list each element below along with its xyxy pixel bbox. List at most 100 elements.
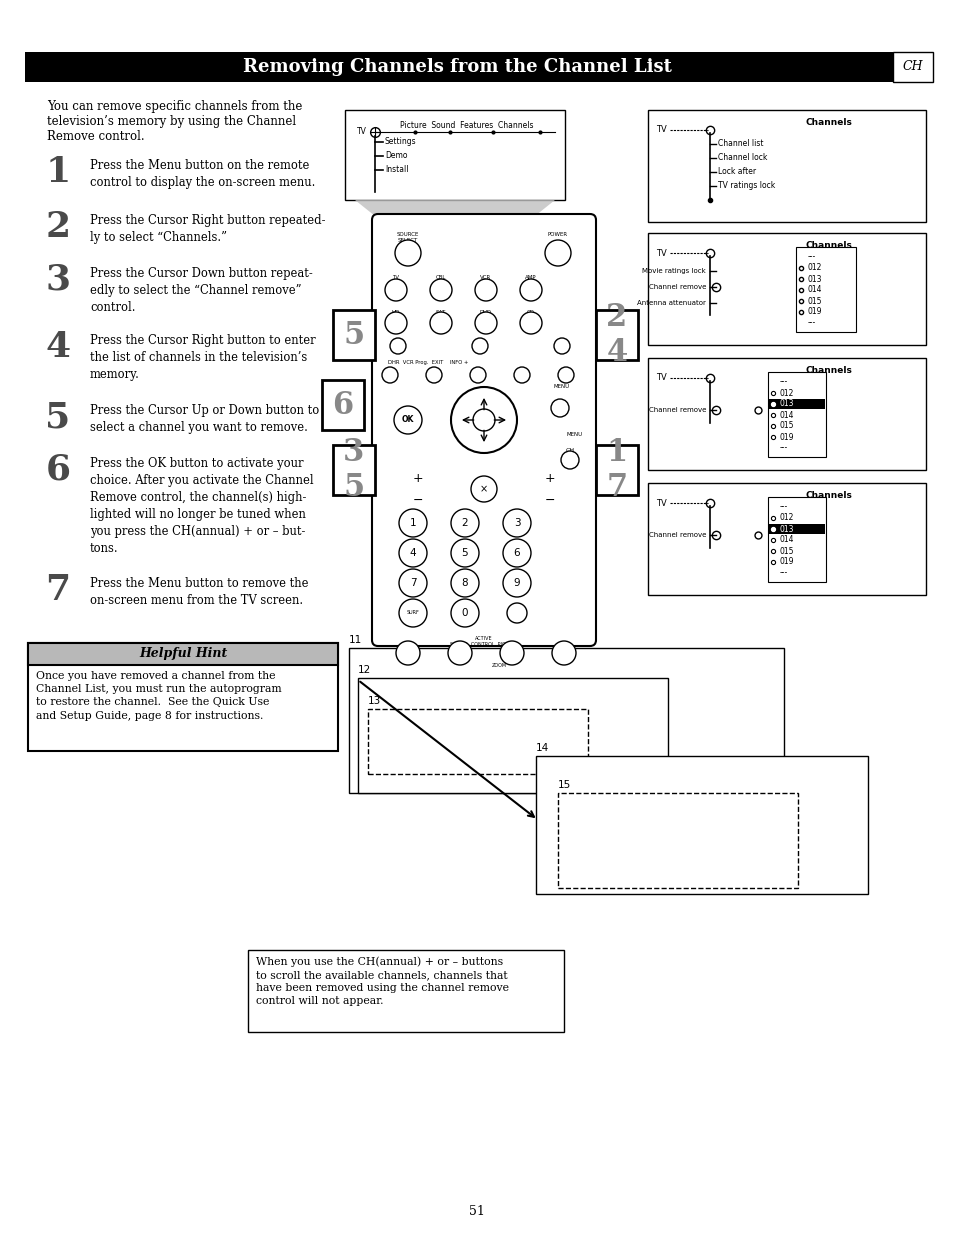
Text: 015: 015 xyxy=(780,547,794,556)
Circle shape xyxy=(430,279,452,301)
Text: 51: 51 xyxy=(469,1205,484,1218)
Bar xyxy=(768,524,824,534)
Bar xyxy=(345,110,564,200)
Bar xyxy=(767,372,825,457)
Text: 019: 019 xyxy=(807,308,821,316)
Text: Channel lock: Channel lock xyxy=(718,153,766,163)
Circle shape xyxy=(473,409,495,431)
Circle shape xyxy=(514,367,530,383)
Text: TV: TV xyxy=(656,126,666,135)
Text: TV ratings lock: TV ratings lock xyxy=(718,182,775,190)
Circle shape xyxy=(552,641,576,664)
Text: 7: 7 xyxy=(409,578,416,588)
Circle shape xyxy=(426,367,441,383)
Text: Press the Menu button on the remote
control to display the on-screen menu.: Press the Menu button on the remote cont… xyxy=(90,159,315,189)
Text: 6: 6 xyxy=(513,548,519,558)
Circle shape xyxy=(451,599,478,627)
Bar xyxy=(322,380,364,430)
Text: VCR: VCR xyxy=(480,275,491,280)
Text: 12: 12 xyxy=(357,664,371,676)
Text: Channels: Channels xyxy=(804,366,851,375)
Text: 9: 9 xyxy=(513,578,519,588)
Text: Movie ratings lock: Movie ratings lock xyxy=(641,268,705,274)
Circle shape xyxy=(472,338,488,354)
Circle shape xyxy=(519,312,541,333)
Text: TV: TV xyxy=(392,275,399,280)
Circle shape xyxy=(554,338,569,354)
Text: 012: 012 xyxy=(780,514,794,522)
Text: Helpful Hint: Helpful Hint xyxy=(139,647,227,661)
Text: Once you have removed a channel from the
Channel List, you must run the autoprog: Once you have removed a channel from the… xyxy=(36,671,281,720)
Circle shape xyxy=(502,538,531,567)
Text: Channel remove: Channel remove xyxy=(648,284,705,290)
Bar xyxy=(368,709,587,774)
Text: CH: CH xyxy=(902,61,923,74)
Text: 2: 2 xyxy=(461,517,468,529)
Text: ---: --- xyxy=(780,378,787,387)
FancyBboxPatch shape xyxy=(372,214,596,646)
Circle shape xyxy=(451,569,478,597)
Polygon shape xyxy=(355,200,555,280)
Text: TV: TV xyxy=(656,373,666,383)
Circle shape xyxy=(560,451,578,469)
Text: TV: TV xyxy=(656,248,666,258)
Text: 4: 4 xyxy=(409,548,416,558)
Circle shape xyxy=(475,279,497,301)
Circle shape xyxy=(390,338,406,354)
Text: 1
7: 1 7 xyxy=(606,437,627,504)
Text: 8: 8 xyxy=(461,578,468,588)
Text: +: + xyxy=(544,472,555,484)
Text: 1: 1 xyxy=(409,517,416,529)
Text: TV: TV xyxy=(656,499,666,508)
Bar xyxy=(248,950,563,1032)
Text: CBL: CBL xyxy=(436,275,446,280)
Circle shape xyxy=(398,538,427,567)
Circle shape xyxy=(471,475,497,501)
Text: 13: 13 xyxy=(368,697,381,706)
Circle shape xyxy=(544,240,571,266)
Text: ---: --- xyxy=(807,319,816,327)
Circle shape xyxy=(502,509,531,537)
Text: 014: 014 xyxy=(780,536,794,545)
Text: You can remove specific channels from the
television’s memory by using the Chann: You can remove specific channels from th… xyxy=(47,100,302,143)
Text: TV: TV xyxy=(356,127,367,137)
Circle shape xyxy=(398,599,427,627)
Bar xyxy=(349,648,783,793)
Circle shape xyxy=(398,509,427,537)
Bar xyxy=(28,643,337,751)
Circle shape xyxy=(451,538,478,567)
Text: 013: 013 xyxy=(780,399,794,409)
Text: 1: 1 xyxy=(46,156,71,189)
Circle shape xyxy=(470,367,485,383)
Bar xyxy=(892,52,932,82)
Text: 012: 012 xyxy=(807,263,821,273)
Text: ACTIVE
SOUND  CONTROL  PICTURE: ACTIVE SOUND CONTROL PICTURE xyxy=(450,636,517,647)
Bar xyxy=(647,110,925,222)
Text: DHR  VCR Prog.  EXIT    INFO +: DHR VCR Prog. EXIT INFO + xyxy=(388,359,468,366)
Text: 6: 6 xyxy=(332,389,354,420)
Circle shape xyxy=(502,569,531,597)
Text: SOURCE
SELECT: SOURCE SELECT xyxy=(396,232,418,243)
Text: ---: --- xyxy=(780,568,787,578)
Circle shape xyxy=(430,312,452,333)
Text: Press the Cursor Down button repeat-
edly to select the “Channel remove”
control: Press the Cursor Down button repeat- edl… xyxy=(90,267,313,314)
Text: 019: 019 xyxy=(780,432,794,441)
Bar xyxy=(536,756,867,894)
Circle shape xyxy=(506,603,526,622)
Text: AMP: AMP xyxy=(525,275,537,280)
Circle shape xyxy=(381,367,397,383)
Text: Install: Install xyxy=(385,165,408,174)
Text: Settings: Settings xyxy=(385,137,416,147)
Bar xyxy=(28,643,337,664)
Text: Antenna attenuator: Antenna attenuator xyxy=(637,300,705,306)
Text: POWER: POWER xyxy=(547,232,567,237)
Text: 019: 019 xyxy=(780,557,794,567)
Circle shape xyxy=(551,399,568,417)
Text: ×: × xyxy=(479,484,488,494)
Circle shape xyxy=(519,279,541,301)
Circle shape xyxy=(398,569,427,597)
Text: 5: 5 xyxy=(46,400,71,433)
Text: ---: --- xyxy=(807,252,816,262)
Text: Press the OK button to activate your
choice. After you activate the Channel
Remo: Press the OK button to activate your cho… xyxy=(90,457,314,555)
Text: 6: 6 xyxy=(46,453,71,487)
